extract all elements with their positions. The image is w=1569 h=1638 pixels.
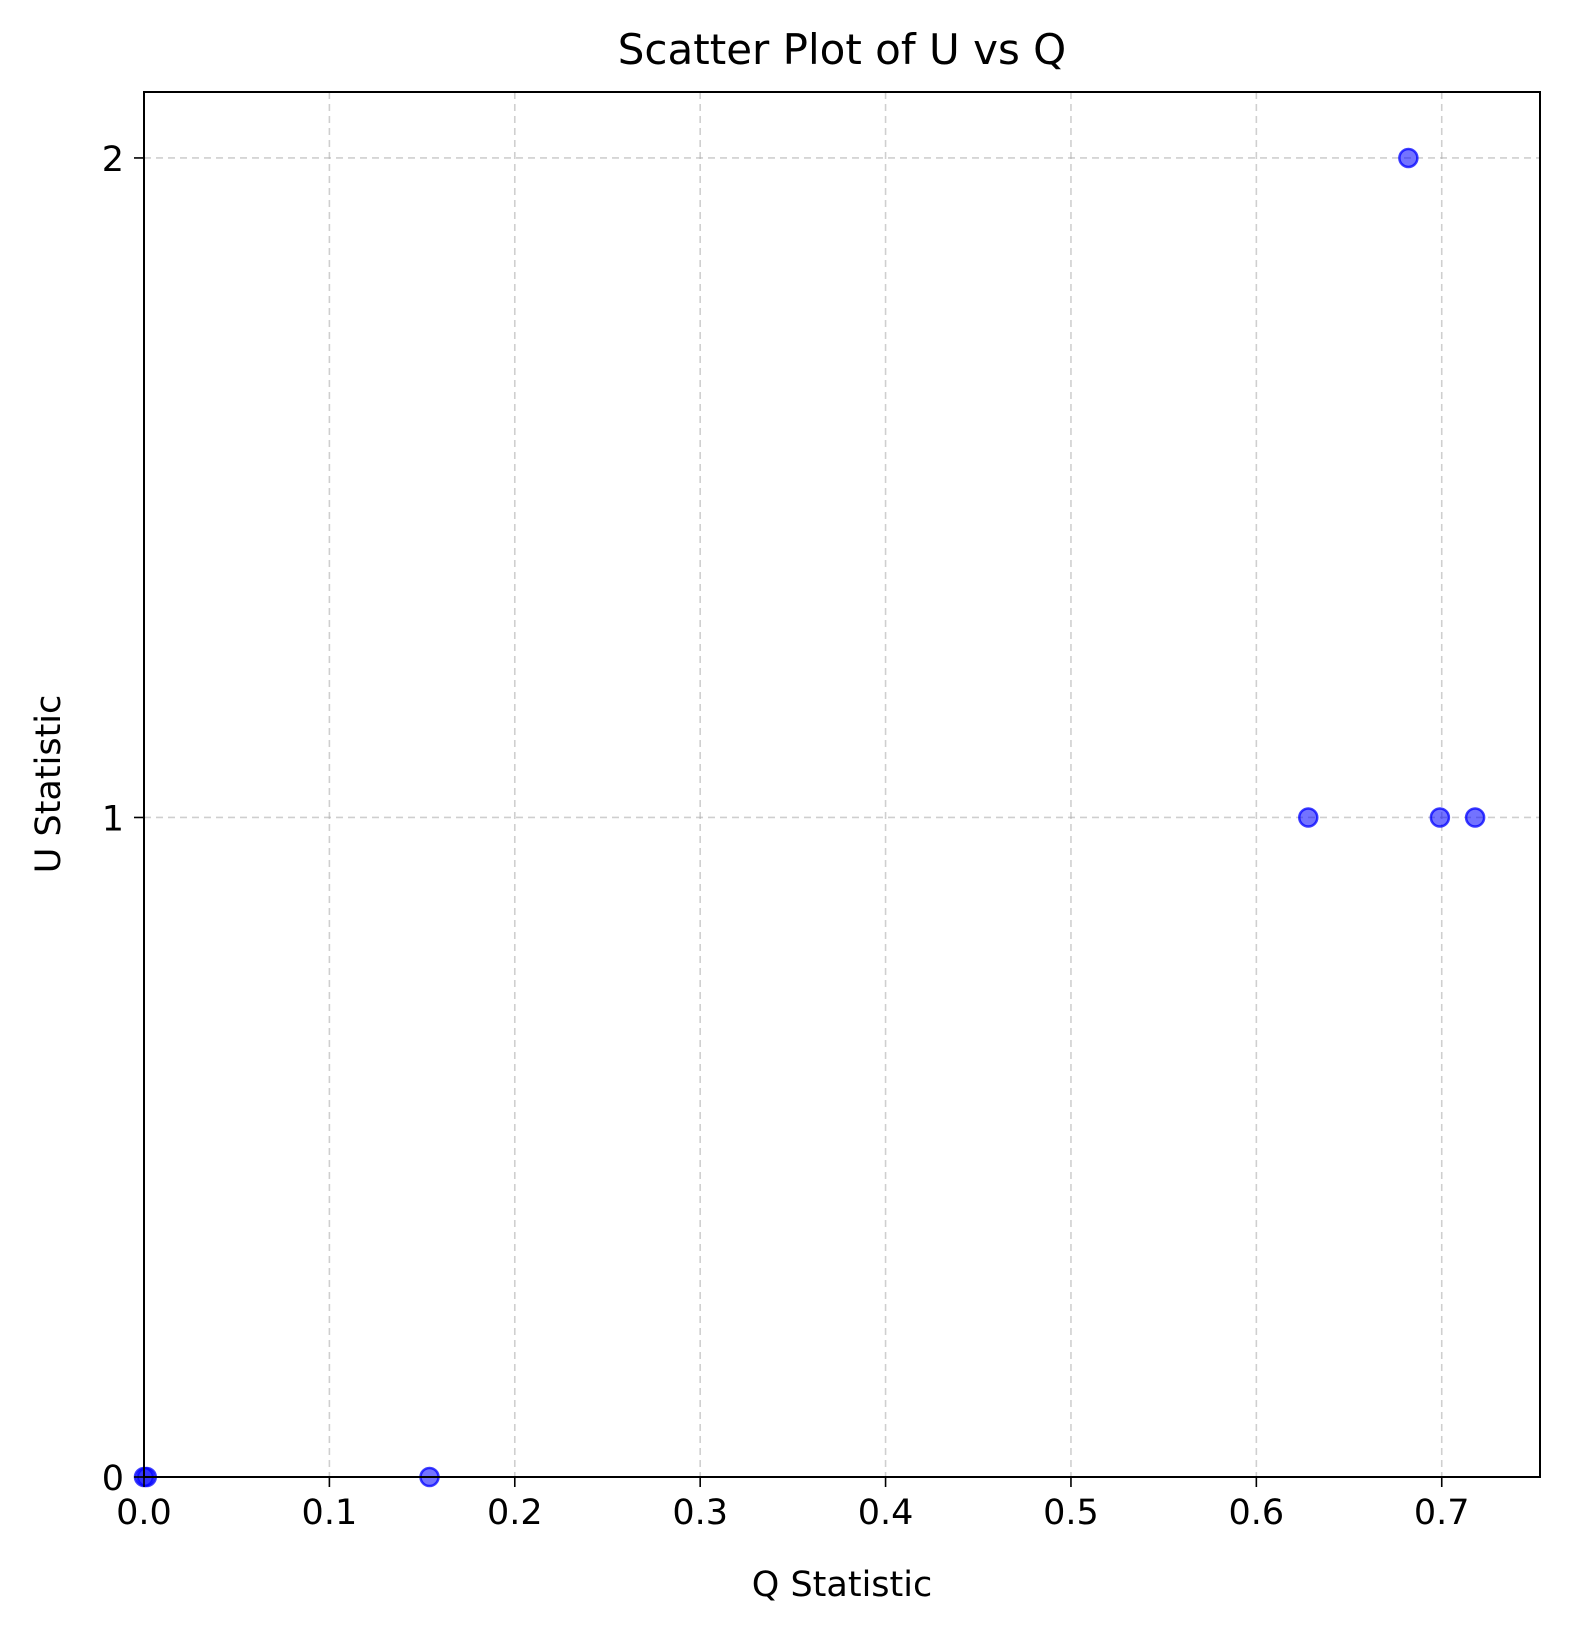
y-tick-label: 2 [102, 140, 124, 180]
y-axis-ticks: 0 1 2 [102, 140, 144, 1499]
x-tick-label: 0.5 [1043, 1493, 1099, 1533]
scatter-point [1398, 147, 1419, 169]
x-tick-label: 0.6 [1229, 1493, 1285, 1533]
scatter-point [1298, 807, 1319, 828]
chart-title: Scatter Plot of U vs Q [618, 25, 1066, 74]
plot-area-frame [143, 91, 1541, 1478]
x-tick-label: 0.0 [116, 1493, 172, 1533]
scatter-point [1429, 807, 1451, 828]
y-tick-label: 1 [102, 799, 124, 839]
x-tick-label: 0.4 [858, 1493, 914, 1533]
x-tick-label: 0.1 [302, 1493, 358, 1533]
x-axis-label: Q Statistic [752, 1565, 932, 1605]
x-tick-label: 0.7 [1414, 1493, 1470, 1533]
scatter-point [1464, 807, 1486, 828]
x-axis-ticks: 0.0 0.1 0.2 0.3 0.4 0.5 0.6 0.7 [116, 1477, 1470, 1533]
y-tick-label: 0 [102, 1459, 124, 1499]
x-tick-label: 0.2 [487, 1493, 543, 1533]
x-tick-label: 0.3 [672, 1493, 728, 1533]
y-axis-label: U Statistic [29, 695, 69, 874]
